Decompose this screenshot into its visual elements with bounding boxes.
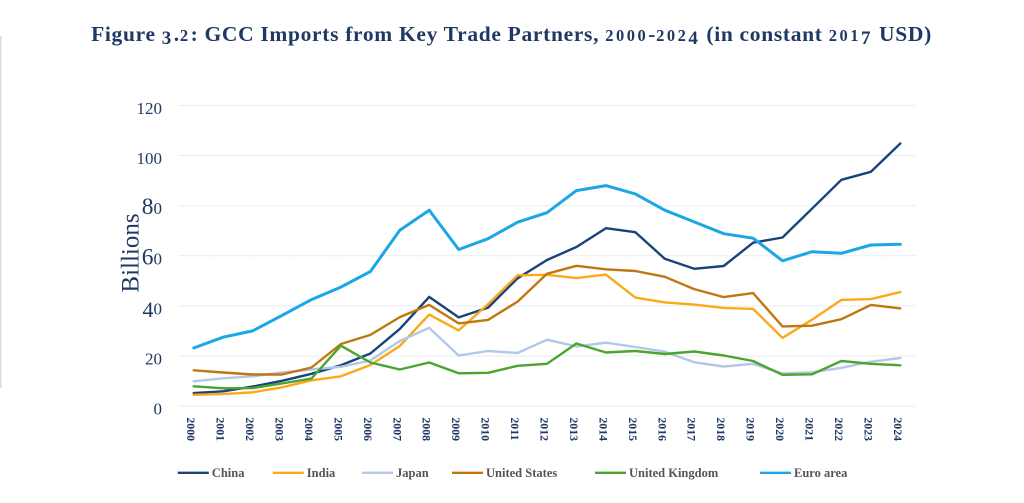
svg-text:2023: 2023 [861, 417, 875, 441]
svg-text:2022: 2022 [832, 417, 846, 441]
svg-text:United Kingdom: United Kingdom [629, 466, 719, 480]
svg-text:2009: 2009 [449, 417, 463, 441]
svg-text:2017: 2017 [685, 417, 699, 441]
svg-text:United States: United States [486, 466, 557, 480]
svg-text:80: 80 [142, 194, 162, 220]
svg-text:2011: 2011 [508, 417, 522, 440]
svg-text:0: 0 [154, 400, 163, 419]
svg-text:2003: 2003 [273, 417, 287, 441]
svg-text:2015: 2015 [626, 417, 640, 441]
svg-text:20: 20 [145, 350, 162, 369]
svg-text:2019: 2019 [744, 417, 758, 441]
svg-text:2001: 2001 [214, 417, 228, 441]
svg-text:2010: 2010 [479, 417, 493, 441]
svg-text:2000: 2000 [184, 417, 198, 441]
svg-text:100: 100 [137, 149, 163, 168]
svg-text:2014: 2014 [596, 417, 610, 441]
svg-text:120: 120 [137, 99, 163, 118]
svg-text:2013: 2013 [567, 417, 581, 441]
svg-text:Figure 3.2: GCC Imports from K: Figure 3.2: GCC Imports from Key Trade P… [91, 22, 932, 49]
svg-text:Euro area: Euro area [794, 466, 848, 480]
svg-text:60: 60 [142, 244, 162, 270]
svg-text:2024: 2024 [891, 417, 905, 441]
svg-text:Japan: Japan [396, 466, 429, 480]
svg-text:40: 40 [143, 297, 163, 322]
svg-text:2021: 2021 [803, 417, 817, 441]
svg-text:2007: 2007 [390, 417, 404, 441]
svg-text:India: India [307, 466, 336, 480]
svg-text:China: China [212, 466, 245, 480]
svg-text:2006: 2006 [361, 417, 375, 441]
svg-text:2004: 2004 [302, 417, 316, 441]
svg-text:2016: 2016 [655, 417, 669, 441]
svg-text:2018: 2018 [714, 417, 728, 441]
svg-text:2005: 2005 [331, 417, 345, 441]
svg-text:2020: 2020 [773, 417, 787, 441]
svg-text:2002: 2002 [243, 417, 257, 441]
svg-text:2012: 2012 [538, 417, 552, 441]
svg-text:2008: 2008 [420, 417, 434, 441]
svg-text:Billions: Billions [118, 213, 145, 292]
